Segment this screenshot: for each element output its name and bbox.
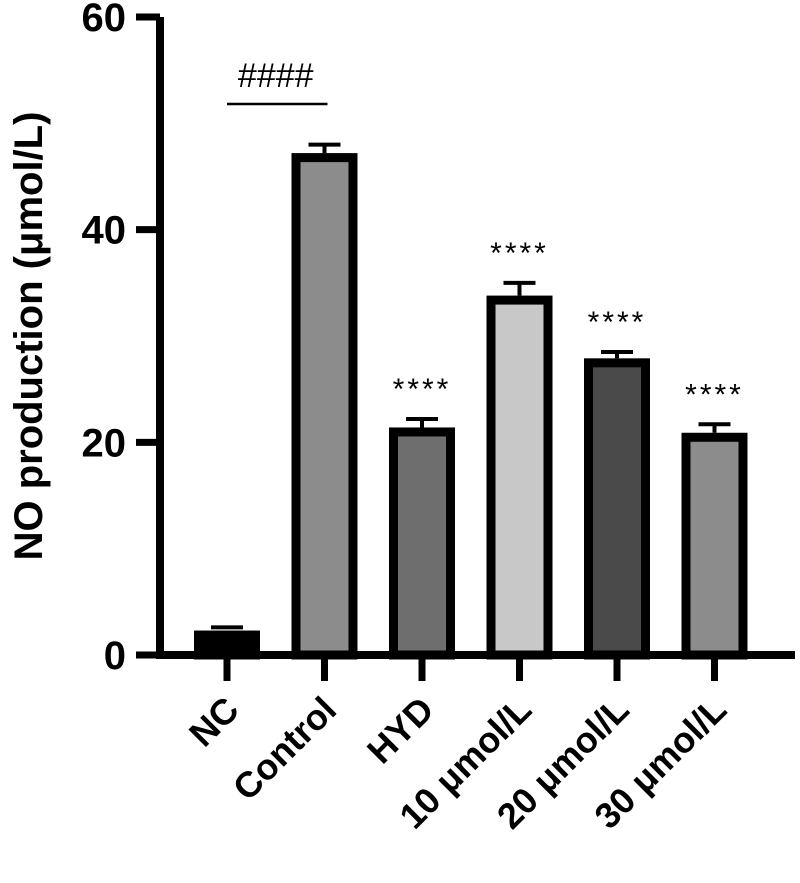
y-tick-label: 40 [82, 209, 127, 253]
bar [681, 432, 748, 660]
x-category-label: HYD [359, 689, 442, 772]
y-tick-label: 0 [104, 634, 126, 678]
bar [584, 358, 650, 660]
bars [194, 142, 748, 660]
significance-marker-stars: **** [685, 378, 744, 411]
bar-group [389, 416, 455, 660]
significance-marker-stars: **** [393, 373, 452, 406]
significance-marker-stars: **** [588, 306, 647, 339]
significance-annotations: #### **** **** **** **** [227, 57, 744, 411]
x-axis [156, 651, 795, 681]
significance-marker-stars: **** [490, 237, 549, 270]
bar-group [194, 625, 260, 660]
bar [486, 295, 553, 660]
bar [389, 427, 455, 660]
bar-group [584, 349, 650, 660]
error-bar-cap [211, 625, 243, 630]
x-category-label: Control [225, 689, 344, 808]
x-category-label: NC [181, 689, 247, 755]
y-tick-label: 60 [82, 0, 127, 40]
bar [291, 153, 358, 660]
bar-group [486, 280, 553, 660]
y-axis: 0 20 40 60 [82, 0, 164, 678]
y-axis-title: NO production (μmol/L) [7, 112, 51, 561]
bar-group [681, 422, 748, 660]
y-axis-label: NO production (μmol/L) [7, 112, 51, 561]
y-tick-label: 20 [82, 421, 127, 465]
significance-marker-hash: #### [238, 57, 314, 95]
bar-group [291, 142, 358, 660]
